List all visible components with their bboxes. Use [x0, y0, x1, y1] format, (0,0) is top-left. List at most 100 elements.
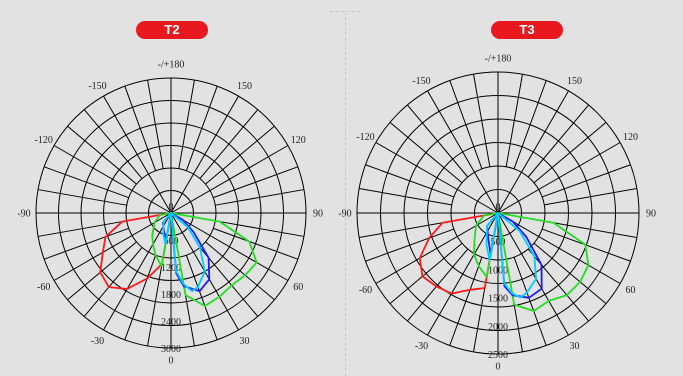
radial-tick-label: 600 [164, 236, 179, 247]
grid-spoke [513, 256, 547, 346]
series-curve [486, 212, 543, 299]
grid-spoke [544, 220, 637, 238]
grid-spoke [178, 79, 195, 169]
angle-tick-label: 90 [313, 209, 323, 220]
grid-spoke [43, 227, 129, 260]
angle-tick-label: 30 [570, 341, 580, 352]
grid-spoke [147, 79, 164, 169]
grid-spoke [185, 255, 218, 341]
series-curve [418, 212, 499, 295]
angle-tick-label: 90 [646, 209, 656, 220]
angle-tick-label: -60 [37, 282, 50, 293]
polar-chart-t2: 0 30 60 90 120 150 -/+180 -150 -120 -90 -60 -30 600 1… [17, 60, 323, 367]
radial-tick-label: 2400 [161, 317, 181, 328]
grid-spoke [53, 145, 172, 214]
angle-tick-label: 150 [237, 81, 252, 92]
grid-spoke [359, 188, 452, 206]
angle-tick-label: -90 [338, 209, 351, 220]
grid-spoke [43, 166, 129, 199]
angle-tick-label: -/+180 [158, 60, 185, 71]
angle-tick-label: -120 [35, 135, 53, 146]
grid-spoke [533, 242, 607, 305]
grid-spoke [497, 212, 569, 336]
grid-spoke [527, 104, 590, 178]
grid-spoke [213, 166, 299, 199]
grid-spoke [406, 104, 469, 178]
angle-tick-label: -120 [356, 132, 374, 143]
grid-spoke [103, 95, 172, 214]
panel-divider [345, 12, 346, 376]
grid-spoke [497, 90, 569, 214]
grid-spoke [124, 85, 157, 171]
series-curve [99, 212, 172, 290]
grid-spoke [449, 256, 483, 346]
angle-tick-label: -90 [17, 209, 30, 220]
chart-panel-t2: T2 0 30 60 90 120 150 -/+180 -150 -120 -90 -60 -30 6… [17, 21, 323, 367]
angle-tick-label: 0 [496, 362, 501, 373]
grid-spoke [513, 80, 547, 170]
angle-tick-label: 30 [240, 336, 250, 347]
grid-spoke [185, 85, 218, 171]
grid-spoke [37, 189, 127, 206]
grid-spoke [473, 74, 491, 167]
grid-spoke [427, 90, 499, 214]
angle-tick-label: 150 [567, 76, 582, 87]
grid-spoke [215, 189, 305, 206]
chart-panel-t3: T3 0 30 60 90 120 150 -/+180 -150 -120 -90 -60 -30 5… [338, 0, 683, 376]
radial-tick-label: 1800 [161, 290, 181, 301]
grid-spoke [375, 142, 499, 214]
angle-tick-label: -30 [415, 341, 428, 352]
grid-spoke [505, 74, 523, 167]
grid-spoke [365, 164, 455, 198]
angle-tick-label: -/+180 [485, 54, 512, 65]
radial-tick-label: 2500 [488, 350, 508, 361]
grid-spoke [83, 109, 143, 179]
grid-spoke [497, 142, 621, 214]
grid-spoke [199, 247, 259, 317]
grid-spoke [53, 212, 172, 281]
grid-spoke [83, 247, 143, 317]
grid-spoke [497, 212, 621, 284]
grid-spoke [67, 241, 137, 301]
grid-spoke [389, 121, 463, 184]
grid-spoke [199, 109, 259, 179]
grid-spoke [541, 164, 631, 198]
angle-tick-label: 120 [291, 135, 306, 146]
angle-tick-label: 0 [169, 356, 174, 367]
angle-tick-label: -60 [359, 285, 372, 296]
grid-spoke [103, 212, 172, 331]
radial-tick-label: 1000 [488, 265, 508, 276]
radial-tick-label: 2000 [488, 322, 508, 333]
grid-spoke [359, 220, 452, 238]
grid-spoke [170, 145, 289, 214]
grid-spoke [170, 95, 239, 214]
grid-spoke [365, 228, 455, 262]
grid-spoke [449, 80, 483, 170]
series-curve [162, 212, 206, 293]
grid-spoke [205, 125, 275, 185]
grid-spoke [213, 227, 299, 260]
series-curve [485, 212, 537, 299]
grid-spoke [205, 241, 275, 301]
grid-spoke [533, 121, 607, 184]
radial-tick-label: 3000 [161, 344, 181, 355]
polar-grid [35, 77, 307, 349]
angle-tick-label: 60 [626, 285, 636, 296]
top-dashed-line [330, 11, 360, 12]
radial-tick-label: 1200 [161, 263, 181, 274]
angle-tick-label: -150 [412, 76, 430, 87]
grid-spoke [170, 212, 289, 281]
polar-chart-t3: 0 30 60 90 120 150 -/+180 -150 -120 -90 -60 -30 500 1… [338, 54, 656, 373]
angle-tick-label: 120 [623, 132, 638, 143]
chart-title-badge: T2 [136, 21, 208, 39]
grid-spoke [544, 188, 637, 206]
series-curve [151, 212, 258, 307]
grid-spoke [406, 248, 469, 322]
grid-spoke [389, 242, 463, 305]
series-curve [473, 212, 590, 312]
angle-tick-label: -150 [88, 81, 106, 92]
radial-tick-label: 0 [496, 202, 501, 213]
radial-tick-label: 1500 [488, 294, 508, 305]
chart-title-badge: T3 [491, 21, 563, 39]
radial-tick-label: 0 [169, 202, 174, 213]
